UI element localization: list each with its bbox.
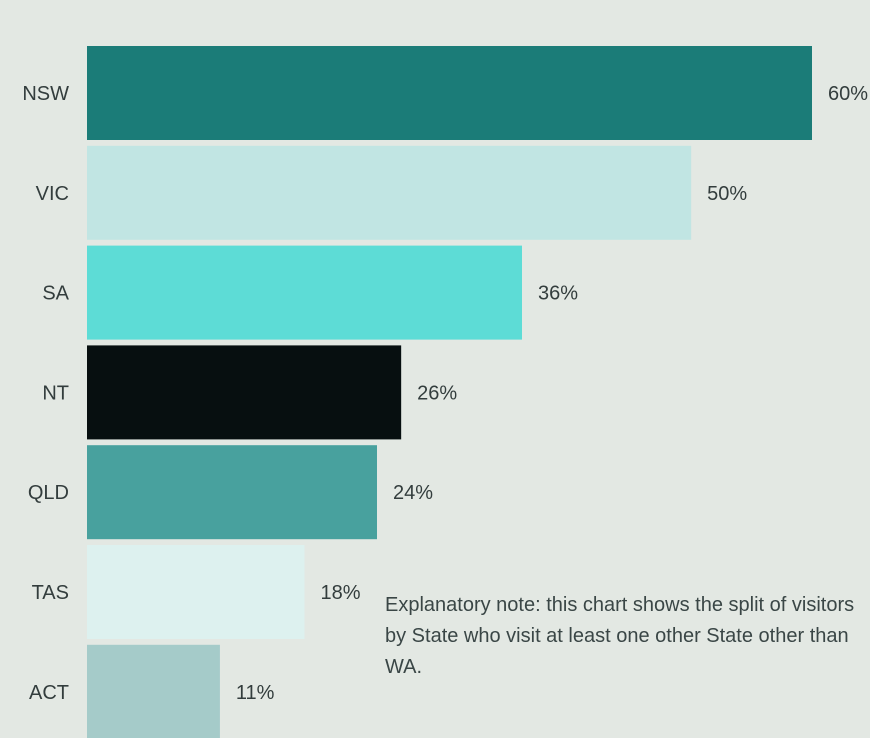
bar-act <box>87 644 220 738</box>
category-label-act: ACT <box>29 682 69 704</box>
bar-sa <box>87 245 522 340</box>
bar-qld <box>87 445 377 540</box>
category-label-sa: SA <box>42 283 69 305</box>
category-label-qld: QLD <box>28 482 69 504</box>
value-label-sa: 36% <box>538 283 578 305</box>
category-label-nsw: NSW <box>22 83 69 105</box>
value-label-tas: 18% <box>321 582 361 604</box>
category-label-tas: TAS <box>32 582 69 604</box>
value-label-nsw: 60% <box>828 83 868 105</box>
value-label-vic: 50% <box>707 183 747 205</box>
bar-tas <box>87 545 305 639</box>
category-label-vic: VIC <box>36 183 69 205</box>
bar-nt <box>87 345 402 440</box>
value-label-nt: 26% <box>417 382 457 404</box>
category-label-nt: NT <box>42 382 69 404</box>
explanatory-note: Explanatory note: this chart shows the s… <box>385 594 855 678</box>
value-label-act: 11% <box>236 682 275 704</box>
value-label-qld: 24% <box>393 482 433 504</box>
bar-vic <box>87 145 692 240</box>
bar-nsw <box>87 46 812 140</box>
